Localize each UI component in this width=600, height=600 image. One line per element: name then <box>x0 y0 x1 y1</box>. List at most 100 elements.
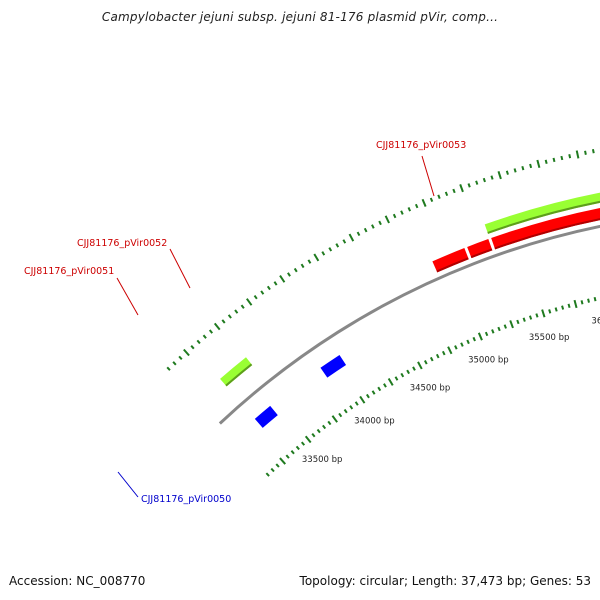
inner-tick <box>270 467 275 473</box>
outer-tick <box>513 168 517 173</box>
gene-CJJ81176_pVir0051 <box>432 248 469 273</box>
outer-tick <box>521 165 525 171</box>
outer-tick <box>384 215 390 224</box>
bp-label: 35000 bp <box>468 356 509 366</box>
outer-tick <box>490 175 494 180</box>
outer-tick <box>421 198 427 207</box>
outer-tick <box>475 180 479 185</box>
outer-tick <box>273 281 278 286</box>
inner-tick <box>466 339 470 345</box>
outer-tick <box>467 183 471 188</box>
inner-tick <box>265 472 270 477</box>
gene-edge <box>494 218 600 250</box>
inner-tick <box>349 405 354 410</box>
gene-label: CJJ81176_pVir0051 <box>24 266 114 277</box>
outer-tick <box>482 177 486 183</box>
inner-tick <box>343 408 348 414</box>
bp-label: 34500 bp <box>410 383 451 393</box>
inner-tick <box>497 326 501 332</box>
inner-tick <box>580 300 584 305</box>
outer-tick <box>378 220 382 226</box>
inner-tick <box>460 342 464 347</box>
outer-tick <box>348 233 355 242</box>
gene-other-gene-b <box>254 405 278 428</box>
gene-fwd-gene-a <box>484 192 600 234</box>
outer-tick <box>279 275 286 283</box>
inner-tick <box>561 305 565 310</box>
outer-tick <box>300 263 305 269</box>
inner-tick <box>400 372 405 378</box>
inner-tick <box>423 360 428 365</box>
gene-CJJ81176_pVir0052 <box>467 239 493 259</box>
inner-tick <box>567 303 571 308</box>
outer-tick <box>240 304 245 309</box>
outer-tick <box>196 339 201 345</box>
outer-tick <box>221 319 226 324</box>
inner-tick <box>316 428 321 434</box>
outer-tick <box>591 149 595 154</box>
outer-tick <box>552 157 556 163</box>
outer-tick <box>208 329 214 334</box>
outer-tick <box>260 290 265 295</box>
outer-tick <box>287 272 291 277</box>
outer-tick <box>414 203 419 209</box>
inner-tick <box>522 317 526 322</box>
outer-tick <box>178 355 183 361</box>
inner-tick <box>447 346 453 355</box>
outer-tick <box>497 170 502 180</box>
inner-tick <box>279 457 286 465</box>
inner-tick <box>331 415 338 423</box>
outer-tick <box>342 239 347 244</box>
outer-tick <box>407 207 412 212</box>
outer-tick <box>293 267 298 273</box>
label-leader <box>116 277 139 316</box>
inner-tick <box>338 412 343 418</box>
gene-edge <box>225 363 253 387</box>
inner-tick <box>472 336 476 342</box>
inner-tick <box>371 390 376 395</box>
inner-tick <box>327 420 332 426</box>
inner-tick <box>300 441 306 446</box>
outer-tick <box>213 322 221 331</box>
outer-tick <box>452 188 456 194</box>
inner-tick <box>406 369 410 375</box>
inner-tick <box>322 424 327 430</box>
inner-tick <box>429 356 434 362</box>
gene-edge <box>470 248 493 259</box>
inner-tick <box>311 433 316 438</box>
inner-tick <box>484 331 489 337</box>
outer-tick <box>437 194 441 199</box>
inner-tick <box>354 401 359 406</box>
outer-tick <box>307 259 312 264</box>
inner-tick <box>285 454 290 459</box>
outer-tick <box>234 309 239 314</box>
outer-tick <box>444 191 449 197</box>
outer-tick <box>253 295 258 300</box>
outer-tick <box>371 224 375 229</box>
outer-tick <box>166 366 171 371</box>
inner-tick <box>541 309 546 318</box>
outer-tick <box>266 285 271 291</box>
inner-tick <box>417 361 423 370</box>
outer-tick <box>459 184 464 193</box>
inner-tick <box>359 395 366 404</box>
gene-label: CJJ81176_pVir0050 <box>141 494 231 505</box>
outer-tick <box>227 314 232 319</box>
backbone-arc <box>218 224 600 425</box>
inner-tick <box>295 445 300 451</box>
inner-tick <box>387 377 394 386</box>
gene-label: CJJ81176_pVir0053 <box>376 140 466 151</box>
outer-tick <box>575 150 580 159</box>
inner-tick <box>394 376 399 381</box>
inner-tick <box>516 319 520 325</box>
outer-tick <box>560 155 564 161</box>
label-leader <box>421 155 435 197</box>
inner-tick <box>290 450 295 455</box>
outer-tick <box>321 251 326 256</box>
outer-tick <box>335 243 340 248</box>
outer-tick <box>202 334 207 339</box>
gene-fwd-gene-b <box>220 357 253 387</box>
gene-CJJ81176_pVir0050 <box>320 354 347 378</box>
bp-label: 34000 bp <box>354 417 395 427</box>
outer-tick <box>544 159 548 165</box>
